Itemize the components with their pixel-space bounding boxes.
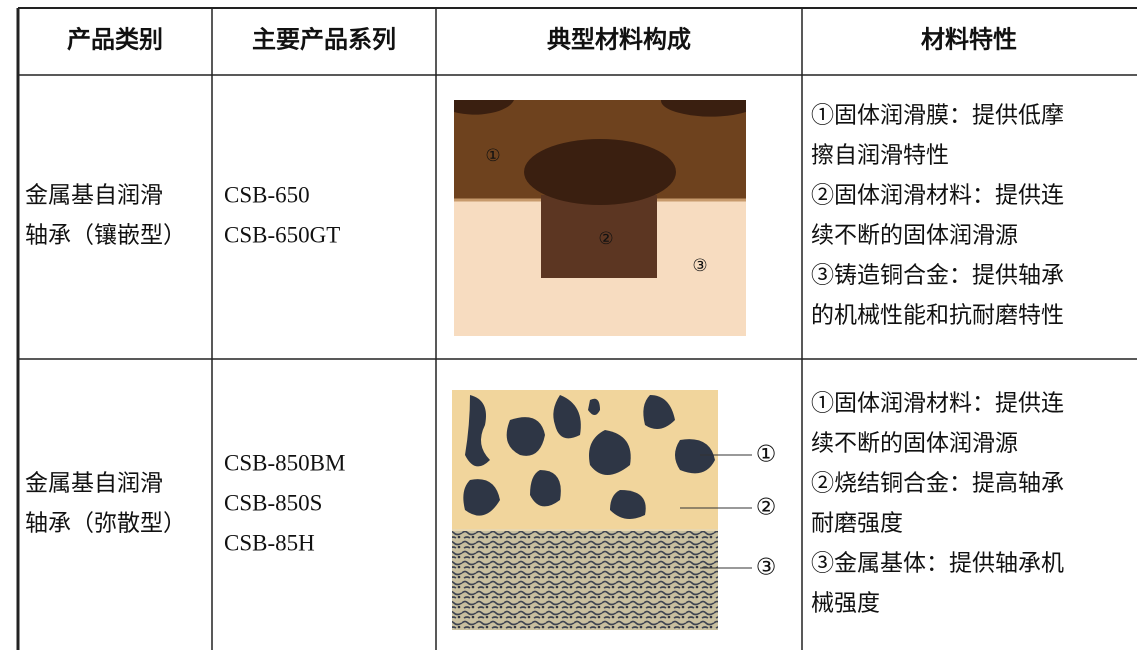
category-line: 轴承（弥散型） bbox=[25, 510, 186, 535]
property-line: 擦自润滑特性 bbox=[811, 142, 949, 167]
property-line: 续不断的固体润滑源 bbox=[811, 430, 1018, 455]
property-line: ②固体润滑材料：提供连 bbox=[811, 182, 1064, 207]
series-line: CSB-650 bbox=[224, 182, 310, 207]
category-line: 金属基自润滑 bbox=[25, 470, 163, 495]
property-line: ③铸造铜合金：提供轴承 bbox=[811, 262, 1064, 287]
category-line: 金属基自润滑 bbox=[25, 182, 163, 207]
series-line: CSB-850S bbox=[224, 490, 322, 515]
figure-label: ② bbox=[756, 494, 777, 519]
figure-dispersed bbox=[452, 390, 752, 630]
category-line: 轴承（镶嵌型） bbox=[25, 222, 186, 247]
figure-inlay bbox=[454, 100, 746, 336]
figure-label: ③ bbox=[756, 554, 777, 579]
figure-label: ① bbox=[485, 146, 500, 165]
property-line: ①固体润滑材料：提供连 bbox=[811, 390, 1064, 415]
series-line: CSB-85H bbox=[224, 530, 315, 555]
property-line: ②烧结铜合金：提高轴承 bbox=[811, 470, 1064, 495]
series-line: CSB-850BM bbox=[224, 450, 345, 475]
property-line: 续不断的固体润滑源 bbox=[811, 222, 1018, 247]
property-line: 的机械性能和抗耐磨特性 bbox=[811, 302, 1064, 327]
property-line: 耐磨强度 bbox=[811, 510, 903, 535]
series-line: CSB-650GT bbox=[224, 222, 340, 247]
header-cell: 产品类别 bbox=[67, 26, 163, 54]
property-line: ①固体润滑膜：提供低摩 bbox=[811, 102, 1064, 127]
table-grid bbox=[16, 7, 1137, 650]
header-cell: 主要产品系列 bbox=[252, 26, 396, 54]
header-cell: 典型材料构成 bbox=[547, 26, 691, 54]
property-line: ③金属基体：提供轴承机 bbox=[811, 550, 1064, 575]
property-line: 械强度 bbox=[811, 590, 880, 615]
figure-label: ① bbox=[756, 441, 777, 466]
header-cell: 材料特性 bbox=[921, 27, 1017, 54]
figure-label: ③ bbox=[692, 256, 707, 275]
figure-label: ② bbox=[598, 229, 613, 248]
